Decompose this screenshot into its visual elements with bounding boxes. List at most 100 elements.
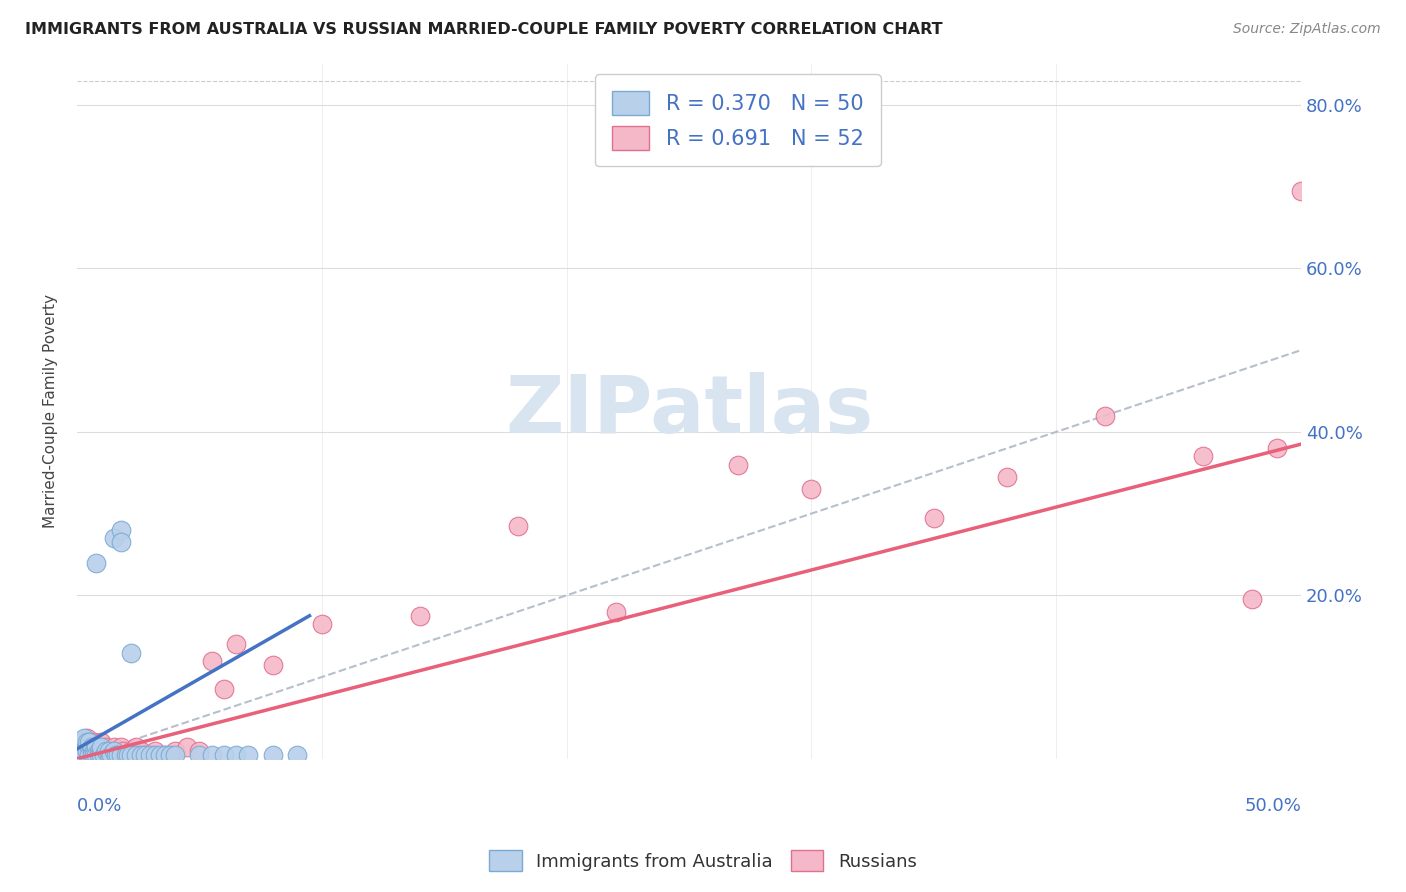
Text: 50.0%: 50.0%	[1244, 797, 1301, 815]
Point	[225, 637, 247, 651]
Point	[100, 747, 122, 762]
Point	[153, 747, 176, 762]
Point	[70, 735, 93, 749]
Point	[103, 743, 125, 757]
Point	[225, 747, 247, 762]
Point	[120, 646, 142, 660]
Point	[262, 747, 284, 762]
Point	[97, 747, 120, 762]
Text: IMMIGRANTS FROM AUSTRALIA VS RUSSIAN MARRIED-COUPLE FAMILY POVERTY CORRELATION C: IMMIGRANTS FROM AUSTRALIA VS RUSSIAN MAR…	[25, 22, 943, 37]
Point	[70, 739, 93, 754]
Point	[80, 739, 103, 754]
Point	[90, 743, 112, 757]
Point	[107, 747, 129, 762]
Point	[139, 747, 162, 762]
Text: 0.0%: 0.0%	[77, 797, 122, 815]
Point	[129, 743, 152, 757]
Point	[110, 535, 132, 549]
Point	[86, 747, 108, 762]
Point	[76, 743, 98, 757]
Point	[143, 743, 166, 757]
Point	[1094, 409, 1116, 423]
Point	[83, 735, 105, 749]
Point	[96, 743, 118, 757]
Point	[100, 747, 122, 762]
Point	[110, 739, 132, 754]
Point	[995, 470, 1018, 484]
Point	[1192, 450, 1215, 464]
Point	[212, 747, 235, 762]
Point	[73, 735, 96, 749]
Point	[727, 458, 749, 472]
Point	[83, 743, 105, 757]
Point	[117, 747, 139, 762]
Point	[110, 523, 132, 537]
Point	[90, 739, 112, 754]
Point	[80, 743, 103, 757]
Point	[87, 747, 110, 762]
Point	[87, 743, 110, 757]
Point	[134, 747, 156, 762]
Point	[83, 747, 105, 762]
Point	[77, 735, 100, 749]
Point	[105, 743, 128, 757]
Point	[188, 743, 211, 757]
Point	[212, 682, 235, 697]
Point	[103, 739, 125, 754]
Point	[73, 743, 96, 757]
Text: Source: ZipAtlas.com: Source: ZipAtlas.com	[1233, 22, 1381, 37]
Point	[238, 747, 260, 762]
Point	[105, 747, 128, 762]
Point	[163, 743, 186, 757]
Legend: Immigrants from Australia, Russians: Immigrants from Australia, Russians	[482, 843, 924, 879]
Point	[800, 482, 823, 496]
Point	[200, 747, 222, 762]
Point	[73, 731, 96, 746]
Point	[115, 747, 138, 762]
Point	[70, 739, 93, 754]
Point	[120, 743, 142, 757]
Point	[73, 743, 96, 757]
Point	[107, 747, 129, 762]
Point	[115, 747, 138, 762]
Point	[176, 739, 198, 754]
Point	[311, 616, 333, 631]
Point	[922, 510, 945, 524]
Point	[77, 735, 100, 749]
Point	[112, 743, 135, 757]
Point	[76, 731, 98, 746]
Point	[188, 747, 211, 762]
Point	[86, 556, 108, 570]
Point	[149, 747, 172, 762]
Point	[93, 747, 115, 762]
Point	[153, 747, 176, 762]
Point	[285, 747, 308, 762]
Point	[87, 739, 110, 754]
Point	[86, 739, 108, 754]
Point	[506, 519, 529, 533]
Point	[97, 743, 120, 757]
Point	[77, 743, 100, 757]
Point	[110, 747, 132, 762]
Point	[97, 743, 120, 757]
Point	[86, 743, 108, 757]
Point	[77, 739, 100, 754]
Point	[1289, 184, 1312, 198]
Point	[200, 654, 222, 668]
Point	[159, 747, 181, 762]
Point	[77, 747, 100, 762]
Point	[83, 743, 105, 757]
Point	[262, 657, 284, 672]
Point	[1241, 592, 1264, 607]
Point	[134, 747, 156, 762]
Point	[90, 747, 112, 762]
Point	[93, 747, 115, 762]
Point	[163, 747, 186, 762]
Point	[90, 735, 112, 749]
Point	[124, 747, 146, 762]
Point	[90, 743, 112, 757]
Point	[120, 747, 142, 762]
Legend: R = 0.370   N = 50, R = 0.691   N = 52: R = 0.370 N = 50, R = 0.691 N = 52	[595, 74, 880, 166]
Y-axis label: Married-Couple Family Poverty: Married-Couple Family Poverty	[44, 294, 58, 528]
Point	[408, 608, 430, 623]
